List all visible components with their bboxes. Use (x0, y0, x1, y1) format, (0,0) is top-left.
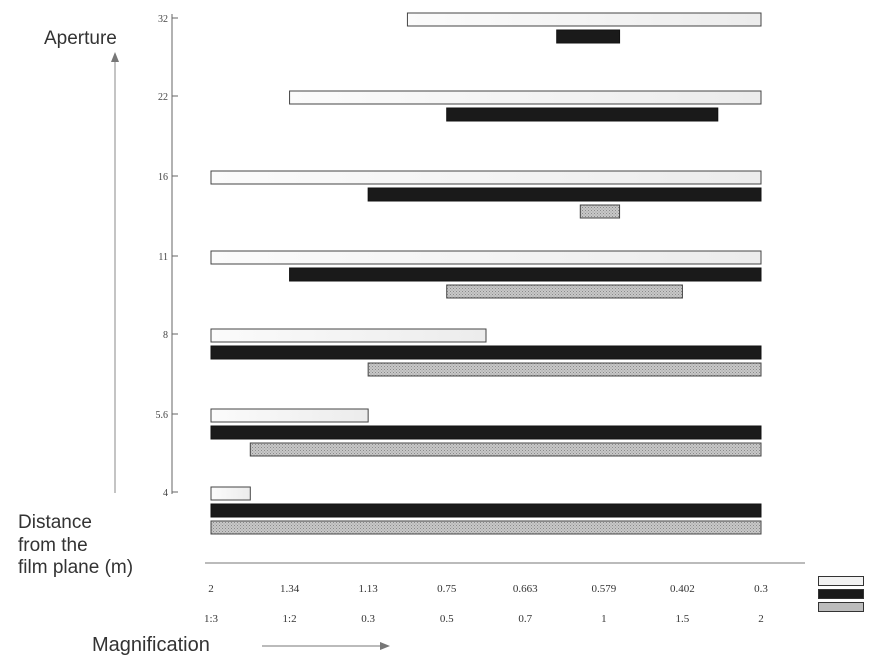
bar-f11-series-1 (289, 267, 762, 282)
distance-tick-label: 1.13 (359, 583, 379, 595)
magnification-tick-label: 1:2 (283, 613, 297, 625)
distance-tick-label: 0.75 (437, 583, 457, 595)
magnification-tick-label: 1 (601, 613, 607, 625)
bar-f32-series-1 (556, 29, 621, 44)
y-tick-label: 4 (163, 488, 168, 499)
aperture-arrow-head (111, 52, 119, 62)
magnification-tick-label: 2 (758, 613, 764, 625)
bar-f8-series-1 (210, 345, 762, 360)
magnification-arrow-head (380, 642, 390, 650)
y-tick-label: 32 (158, 14, 168, 25)
magnification-title: Magnification (92, 634, 210, 656)
bar-f8-series-2 (367, 362, 762, 377)
magnification-tick-label: 1.5 (676, 613, 690, 625)
legend-swatch (818, 575, 864, 586)
bar-f5_6-series-1 (210, 425, 762, 440)
y-tick-label: 11 (158, 252, 168, 263)
magnification-tick-label: 0.3 (361, 613, 375, 625)
legend-swatch (818, 588, 864, 599)
bar-f4-series-0 (210, 486, 251, 501)
bar-f32-series-0 (406, 12, 762, 27)
distance-tick-label: 0.402 (670, 583, 695, 595)
bar-f22-series-0 (289, 90, 762, 105)
y-tick-label: 22 (158, 92, 168, 103)
bar-f5_6-series-2 (249, 442, 762, 457)
bar-f16-series-0 (210, 170, 762, 185)
bar-f4-series-2 (210, 520, 762, 535)
legend-item (818, 600, 870, 613)
y-axis-title: Aperture (44, 28, 117, 49)
bar-f16-series-1 (367, 187, 762, 202)
magnification-tick-label: 0.5 (440, 613, 454, 625)
legend (818, 574, 870, 613)
distance-title-line-2: from the (18, 535, 88, 556)
legend-item (818, 574, 870, 587)
magnification-tick-label: 1:3 (204, 613, 219, 625)
distance-tick-label: 2 (208, 583, 214, 595)
distance-tick-label: 0.663 (513, 583, 538, 595)
bar-f22-series-1 (446, 107, 719, 122)
magnification-tick-label: 0.7 (518, 613, 532, 625)
distance-title-line-1: Distance (18, 512, 92, 533)
bar-f11-series-0 (210, 250, 762, 265)
bar-f16-series-2 (579, 204, 621, 219)
distance-title-line-3: film plane (m) (18, 557, 134, 578)
legend-item (818, 587, 870, 600)
y-tick-label: 5.6 (156, 410, 169, 421)
distance-tick-label: 0.3 (754, 583, 768, 595)
y-tick-label: 16 (158, 172, 168, 183)
bar-f5_6-series-0 (210, 408, 369, 423)
distance-tick-label: 0.579 (591, 583, 616, 595)
y-tick-label: 8 (163, 330, 168, 341)
bar-f11-series-2 (446, 284, 683, 299)
legend-swatch (818, 601, 864, 612)
bar-f8-series-0 (210, 328, 487, 343)
distance-tick-label: 1.34 (280, 583, 300, 595)
bar-f4-series-1 (210, 503, 762, 518)
